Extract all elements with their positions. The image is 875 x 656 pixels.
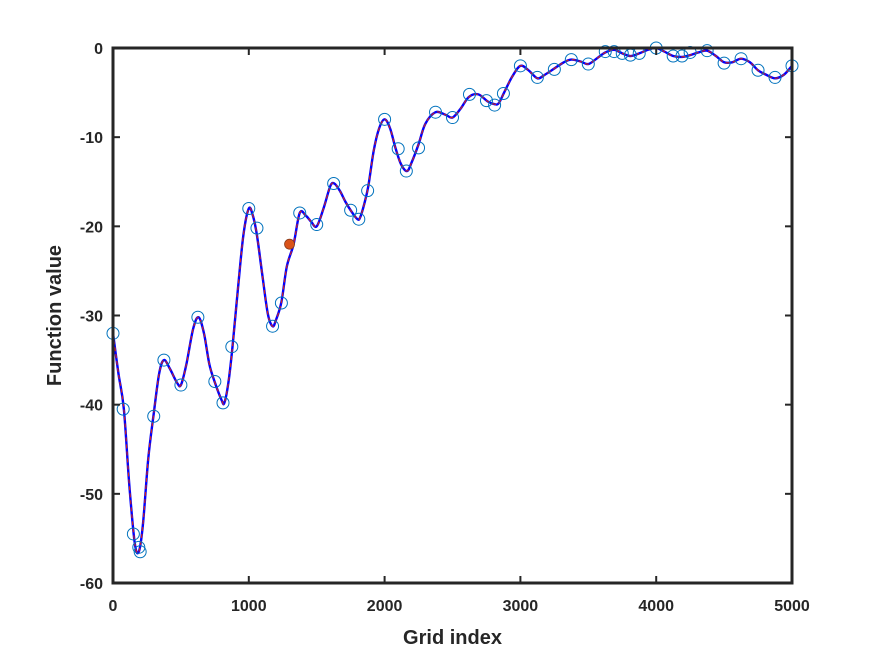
data-point-marker	[700, 44, 714, 58]
data-point-marker	[598, 45, 612, 59]
y-tick-label: -20	[80, 219, 103, 236]
series-line-dashed	[112, 47, 793, 554]
y-tick-label: -50	[80, 487, 103, 504]
y-tick-label: 0	[94, 41, 103, 58]
y-tick-label: -60	[80, 576, 103, 593]
data-point-marker	[327, 177, 341, 191]
data-point-marker	[225, 340, 239, 354]
data-point-marker	[683, 45, 697, 59]
y-tick-label: -30	[80, 309, 103, 326]
data-point-marker	[751, 63, 765, 77]
data-point-marker	[344, 203, 358, 217]
data-point-marker	[513, 59, 527, 73]
x-axis-ticks: 0 1000 2000 3000 4000 5000	[109, 48, 810, 615]
data-point-marker	[216, 396, 230, 410]
plot-area	[113, 48, 792, 583]
data-point-marker	[581, 57, 595, 71]
data-point-marker	[147, 409, 161, 423]
data-point-marker	[479, 94, 493, 108]
data-point-marker	[564, 53, 578, 67]
x-tick-label: 4000	[638, 598, 674, 615]
data-point-marker	[208, 374, 222, 388]
data-point-marker	[462, 87, 476, 101]
data-point-marker	[391, 142, 405, 156]
data-point-marker	[293, 206, 307, 220]
data-point-marker	[496, 86, 510, 100]
data-point-marker	[412, 141, 426, 155]
data-point-marker	[250, 221, 264, 235]
data-point-marker	[607, 45, 621, 59]
data-point-marker	[174, 378, 188, 392]
data-point-marker	[666, 49, 680, 63]
x-tick-label: 0	[109, 598, 118, 615]
data-point-marker	[116, 402, 130, 416]
y-tick-label: -10	[80, 130, 103, 147]
data-point-marker	[191, 310, 205, 324]
data-point-marker	[734, 52, 748, 66]
data-point-marker	[378, 112, 392, 126]
data-point-marker	[242, 202, 256, 215]
series-layer	[106, 41, 799, 559]
data-point-marker	[126, 527, 140, 541]
data-point-marker	[352, 212, 366, 226]
y-tick-label: -40	[80, 398, 103, 415]
x-tick-label: 5000	[774, 598, 810, 615]
x-tick-label: 2000	[367, 598, 403, 615]
data-point-marker	[675, 49, 689, 63]
data-point-marker	[446, 111, 459, 125]
x-tick-label: 1000	[231, 598, 267, 615]
data-point-marker	[133, 545, 147, 559]
data-point-marker	[488, 98, 502, 112]
data-point-marker	[768, 70, 782, 84]
data-point-marker	[717, 56, 731, 70]
data-point-marker	[266, 319, 280, 333]
data-point-marker	[274, 296, 288, 310]
y-axis-label: Function value	[44, 245, 66, 386]
data-point-marker	[530, 70, 544, 84]
data-point-marker	[429, 105, 443, 119]
y-axis-ticks: -60 -50 -40 -30 -20 -10 0	[80, 41, 792, 593]
data-point-marker	[310, 218, 324, 232]
data-point-marker	[547, 62, 561, 76]
data-point-marker	[399, 164, 413, 178]
data-point-marker	[361, 184, 375, 198]
data-point-marker	[157, 353, 171, 367]
x-tick-label: 3000	[503, 598, 539, 615]
highlight-point	[284, 238, 295, 250]
x-axis-label: Grid index	[403, 627, 502, 649]
